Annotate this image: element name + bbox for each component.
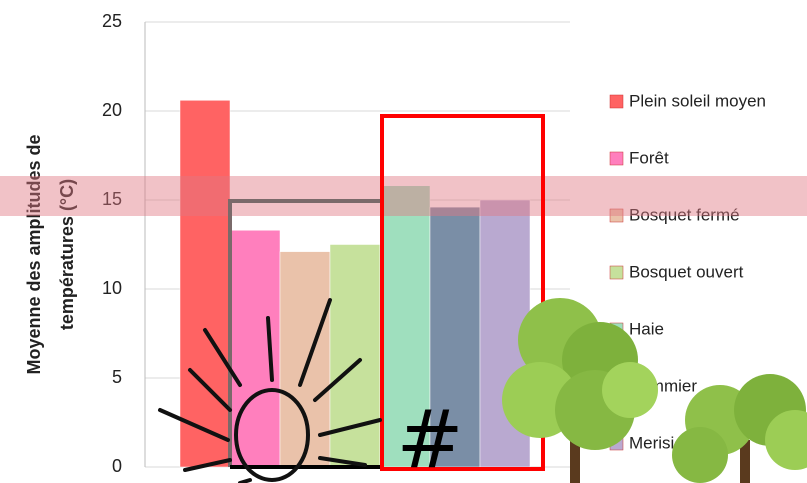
bar: [279, 251, 331, 468]
y-axis-label: températures (°C): [57, 179, 77, 330]
legend-swatch: [609, 94, 624, 109]
bar: [379, 185, 431, 468]
y-tick-label: 20: [102, 100, 122, 120]
legend-label: Haie: [629, 319, 664, 338]
y-tick-label: 25: [102, 11, 122, 31]
sun-drawing: [158, 298, 382, 483]
chart-body: 0 5 10 15 20 25 Moyenne des amplitudes de tempé…: [24, 11, 766, 476]
y-tick-label: 0: [112, 456, 122, 476]
legend-label: Forêt: [629, 148, 669, 167]
y-tick-label: 5: [112, 367, 122, 387]
legend-label: Bosquet ouvert: [629, 262, 744, 281]
red-box: [380, 114, 545, 471]
outline-box: [228, 199, 380, 467]
highlight-band: [0, 176, 807, 216]
legend-label: Plein soleil moyen: [629, 91, 766, 110]
bar: [329, 244, 381, 468]
legend-swatch: [609, 265, 624, 280]
legend-swatch: [609, 208, 624, 223]
y-tick-label: 10: [102, 278, 122, 298]
legend-label: Bosquet fermé: [629, 205, 740, 224]
tree-drawing: [502, 298, 807, 483]
y-axis-label: Moyenne des amplitudes de: [24, 134, 44, 374]
bar: [179, 100, 231, 468]
hash-mark: #: [396, 393, 463, 483]
y-tick-label: 15: [102, 189, 122, 209]
bar: [429, 206, 481, 468]
legend-swatch: [609, 151, 624, 166]
